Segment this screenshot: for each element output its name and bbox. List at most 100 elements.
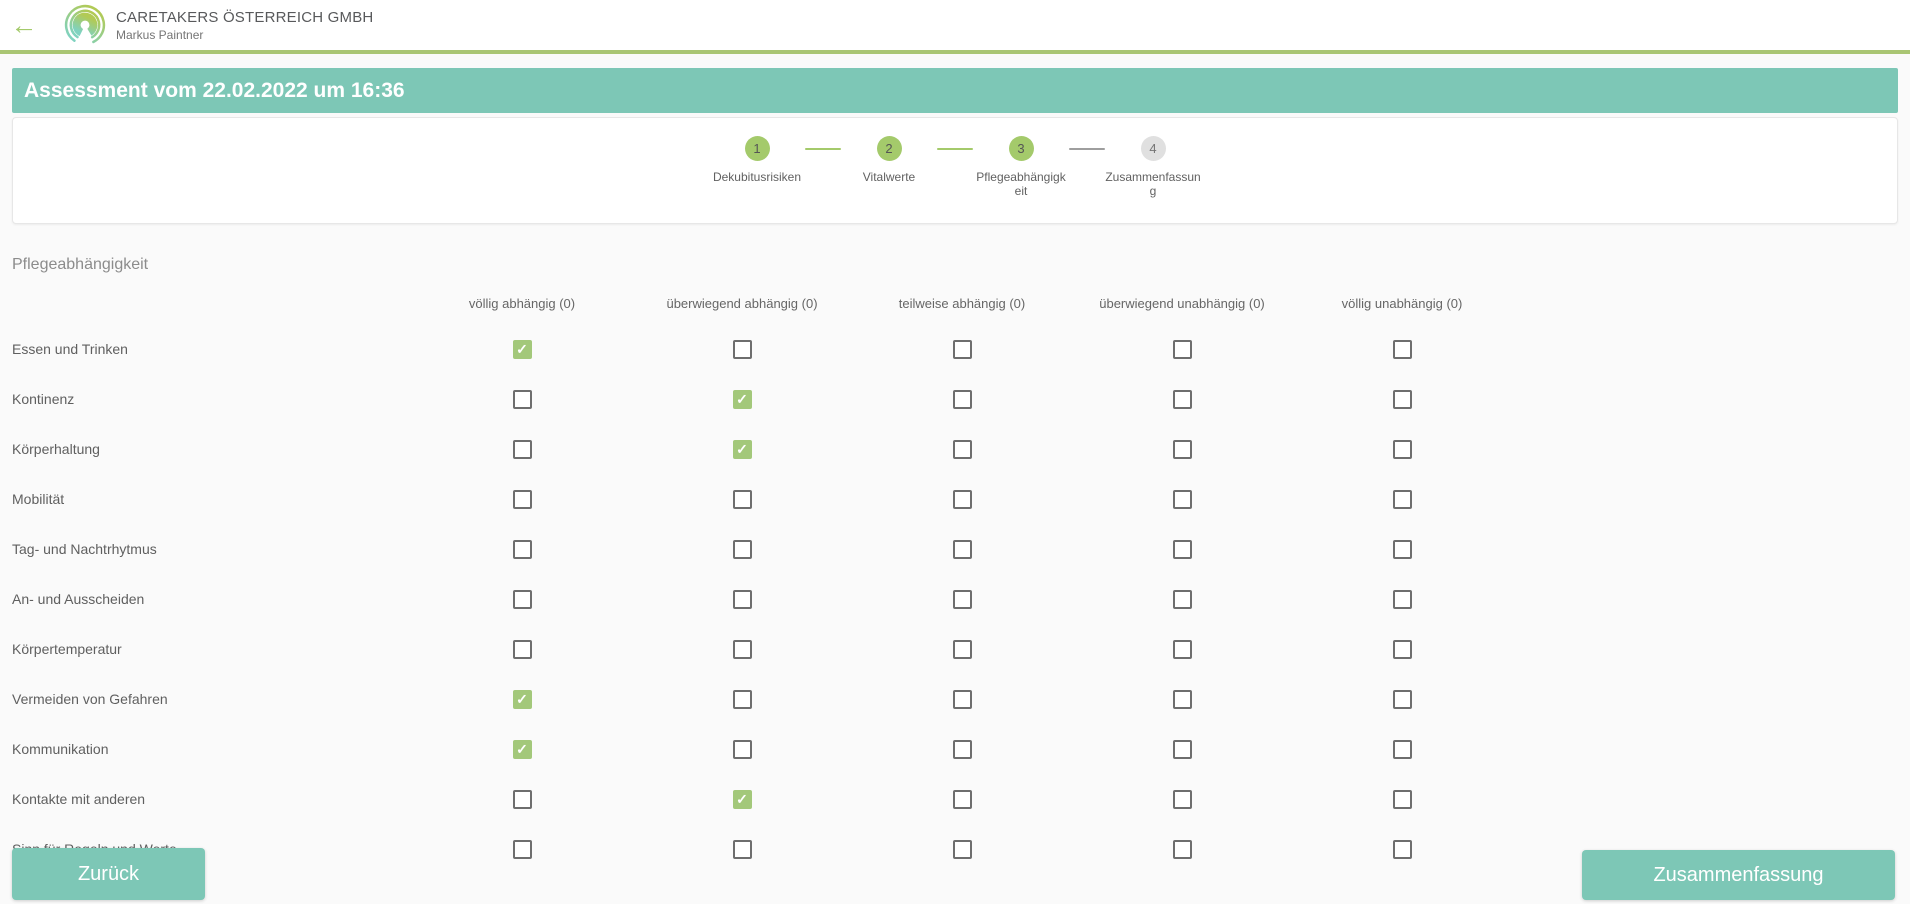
row-label: Kontakte mit anderen xyxy=(12,791,146,807)
checkbox[interactable] xyxy=(952,489,972,509)
checkbox[interactable] xyxy=(1172,589,1192,609)
user-name: Markus Paintner xyxy=(116,27,204,42)
checkbox-cell xyxy=(852,489,1072,509)
checkbox[interactable] xyxy=(732,339,752,359)
checkbox[interactable] xyxy=(512,389,532,409)
checkbox[interactable] xyxy=(1392,439,1412,459)
step-number-circle[interactable]: 1 xyxy=(744,136,770,161)
checkbox[interactable] xyxy=(1392,589,1412,609)
checkbox-checked-icon[interactable]: ✓ xyxy=(512,739,532,759)
checkbox-cell xyxy=(632,839,852,859)
checkbox-cell xyxy=(632,339,852,359)
checkbox-cell xyxy=(852,339,1072,359)
checkbox[interactable] xyxy=(1392,639,1412,659)
checkbox[interactable] xyxy=(1172,789,1192,809)
checkbox[interactable] xyxy=(512,839,532,859)
checkbox[interactable] xyxy=(512,789,532,809)
checkbox[interactable] xyxy=(952,339,972,359)
checkbox-checked-icon[interactable]: ✓ xyxy=(512,689,532,709)
checkbox[interactable] xyxy=(1392,689,1412,709)
checkbox[interactable] xyxy=(732,539,752,559)
checkbox-cell xyxy=(1072,489,1292,509)
checkbox[interactable] xyxy=(1392,489,1412,509)
checkbox[interactable] xyxy=(1172,339,1192,359)
checkbox[interactable] xyxy=(1392,739,1412,759)
checkbox[interactable] xyxy=(1172,389,1192,409)
checkbox[interactable] xyxy=(1392,339,1412,359)
checkbox-checked-icon[interactable]: ✓ xyxy=(732,439,752,459)
checkbox-cell xyxy=(1292,489,1512,509)
table-body: Essen und Trinken ✓ Kontinenz ✓ Körperhaltun… xyxy=(12,324,1512,874)
checkbox[interactable] xyxy=(952,839,972,859)
back-button[interactable]: Zurück xyxy=(12,848,205,900)
dependency-table: völlig abhängig (0) überwiegend abhängig … xyxy=(12,288,1512,874)
checkbox-cell xyxy=(1072,339,1292,359)
stepper-step-2[interactable]: 2 Vitalwerte xyxy=(841,136,937,184)
checkbox[interactable] xyxy=(952,389,972,409)
checkbox[interactable] xyxy=(952,789,972,809)
checkbox[interactable] xyxy=(1172,489,1192,509)
checkbox-checked-icon[interactable]: ✓ xyxy=(512,339,532,359)
stepper-step-3[interactable]: 3 Pflegeabhängigkeit xyxy=(973,136,1069,198)
row-label: Kontinenz xyxy=(12,391,75,407)
checkbox-cell xyxy=(632,539,852,559)
checkbox[interactable] xyxy=(732,489,752,509)
checkbox[interactable] xyxy=(1392,789,1412,809)
checkbox-cell xyxy=(852,689,1072,709)
stepper-step-1[interactable]: 1 Dekubitusrisiken xyxy=(709,136,805,184)
checkbox-cell xyxy=(1072,739,1292,759)
checkbox[interactable] xyxy=(1172,439,1192,459)
step-number-circle[interactable]: 3 xyxy=(1008,136,1034,161)
checkbox[interactable] xyxy=(952,689,972,709)
checkbox-cell xyxy=(1292,389,1512,409)
checkbox-cell xyxy=(1072,389,1292,409)
checkbox[interactable] xyxy=(952,739,972,759)
stepper: 1 Dekubitusrisiken 2 Vitalwerte 3 Pflegeabhän… xyxy=(709,136,1201,223)
checkbox[interactable] xyxy=(1172,839,1192,859)
checkbox-cell xyxy=(852,739,1072,759)
checkbox[interactable] xyxy=(952,439,972,459)
checkbox-cell xyxy=(412,389,632,409)
checkbox[interactable] xyxy=(1172,689,1192,709)
checkbox[interactable] xyxy=(952,639,972,659)
table-row: Körperhaltung ✓ xyxy=(12,424,1512,474)
row-label: Mobilität xyxy=(12,491,65,507)
checkbox-cell xyxy=(632,739,852,759)
summary-button[interactable]: Zusammenfassung xyxy=(1582,850,1895,900)
checkbox[interactable] xyxy=(1172,539,1192,559)
checkbox-cell xyxy=(852,439,1072,459)
checkbox[interactable] xyxy=(512,639,532,659)
checkbox[interactable] xyxy=(1172,639,1192,659)
checkbox-checked-icon[interactable]: ✓ xyxy=(732,789,752,809)
checkbox[interactable] xyxy=(952,539,972,559)
checkbox-cell: ✓ xyxy=(412,339,632,359)
company-name: CARETAKERS ÖSTERREICH GMBH xyxy=(116,8,374,26)
checkbox-cell: ✓ xyxy=(412,689,632,709)
checkbox-cell xyxy=(632,689,852,709)
back-arrow-icon[interactable]: ← xyxy=(0,0,48,50)
step-label: Vitalwerte xyxy=(862,170,916,184)
table-row: Vermeiden von Gefahren ✓ xyxy=(12,674,1512,724)
checkbox-cell xyxy=(632,589,852,609)
table-row: Kontinenz ✓ xyxy=(12,374,1512,424)
checkbox[interactable] xyxy=(512,589,532,609)
step-number-circle[interactable]: 4 xyxy=(1140,136,1166,161)
checkbox[interactable] xyxy=(512,439,532,459)
checkbox[interactable] xyxy=(732,589,752,609)
checkbox[interactable] xyxy=(512,489,532,509)
checkbox[interactable] xyxy=(1392,389,1412,409)
stepper-step-4[interactable]: 4 Zusammenfassung xyxy=(1105,136,1201,198)
table-row: An- und Ausscheiden xyxy=(12,574,1512,624)
checkbox[interactable] xyxy=(732,839,752,859)
checkbox-checked-icon[interactable]: ✓ xyxy=(732,389,752,409)
checkbox[interactable] xyxy=(512,539,532,559)
checkbox-cell xyxy=(852,539,1072,559)
checkbox[interactable] xyxy=(732,739,752,759)
checkbox[interactable] xyxy=(732,689,752,709)
step-number-circle[interactable]: 2 xyxy=(876,136,902,161)
checkbox[interactable] xyxy=(1172,739,1192,759)
checkbox[interactable] xyxy=(732,639,752,659)
checkbox[interactable] xyxy=(1392,839,1412,859)
checkbox[interactable] xyxy=(1392,539,1412,559)
checkbox[interactable] xyxy=(952,589,972,609)
